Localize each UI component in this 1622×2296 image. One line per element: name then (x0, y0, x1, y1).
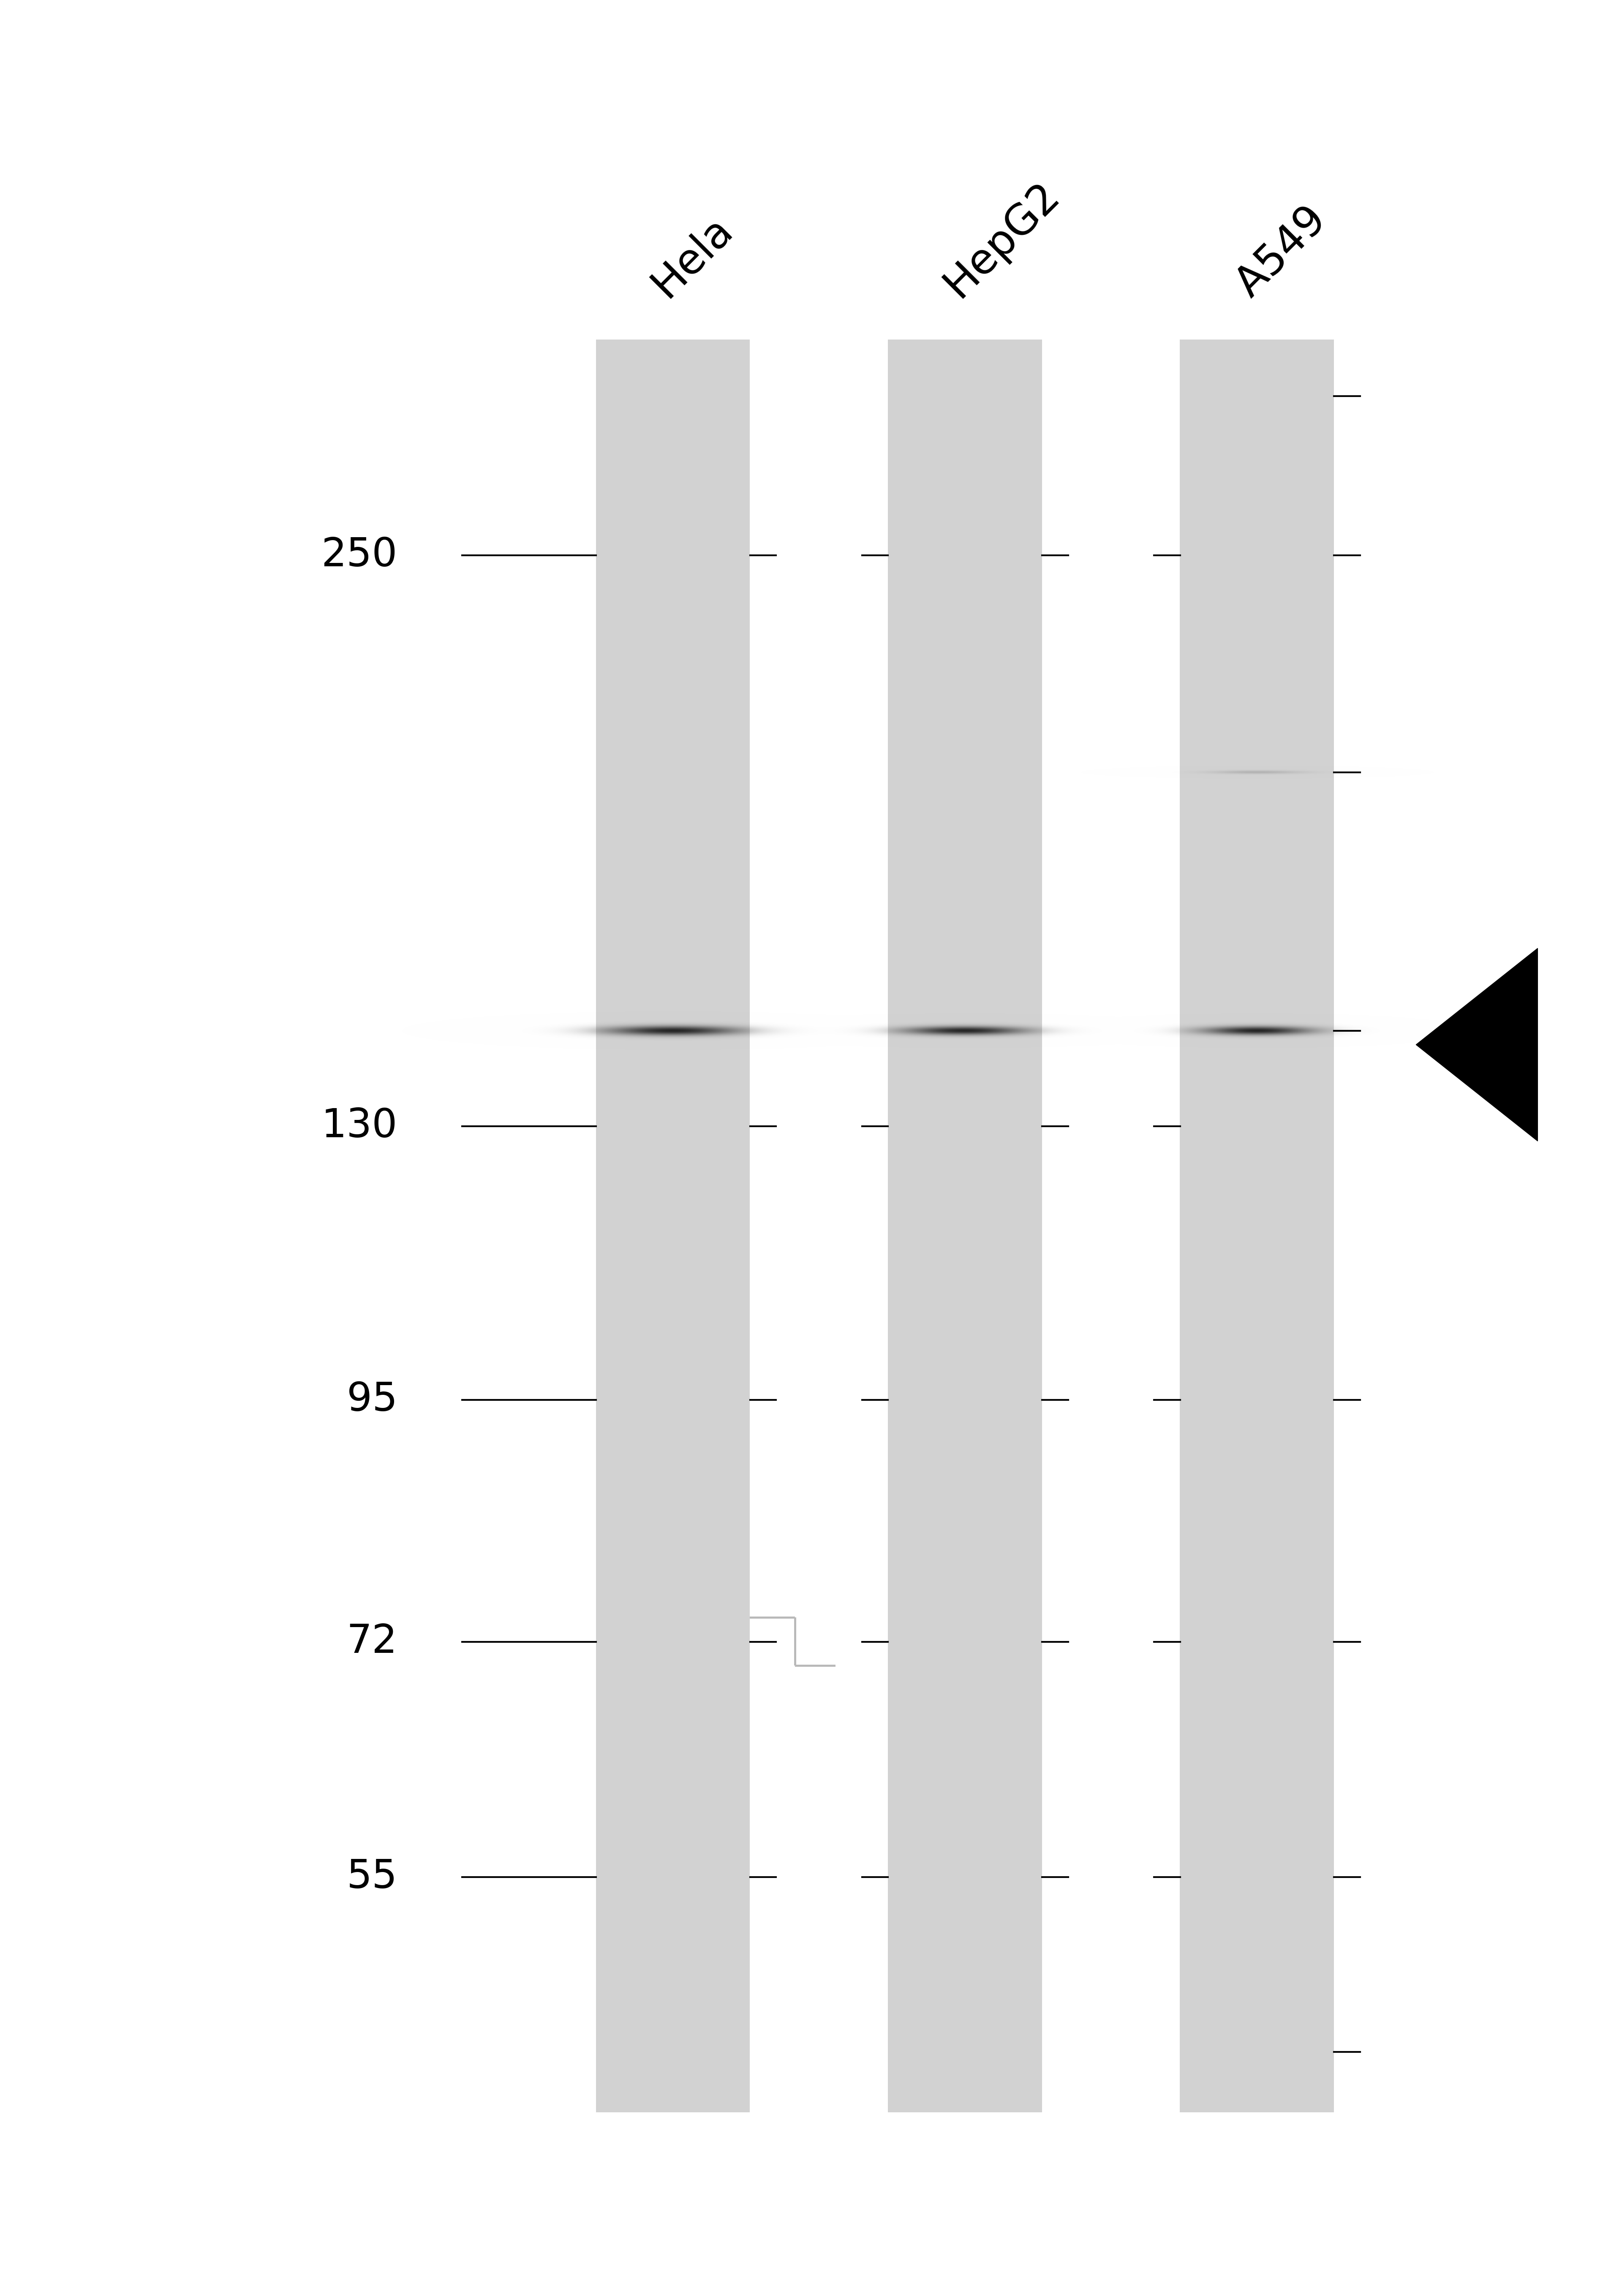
Text: 55: 55 (347, 1857, 397, 1896)
Text: 95: 95 (347, 1380, 397, 1419)
Text: 250: 250 (321, 535, 397, 574)
Text: 72: 72 (347, 1623, 397, 1662)
Text: HepG2: HepG2 (936, 174, 1067, 305)
Text: A549: A549 (1228, 200, 1335, 305)
Text: 130: 130 (321, 1107, 397, 1146)
Text: Hela: Hela (644, 209, 741, 305)
Polygon shape (1416, 948, 1538, 1141)
